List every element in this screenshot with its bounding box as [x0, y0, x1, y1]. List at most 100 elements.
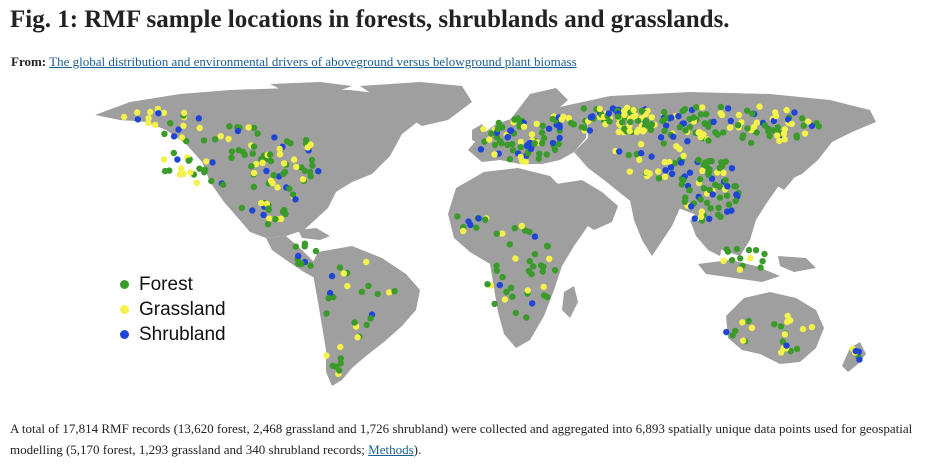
- sample-point-grassland: [661, 173, 669, 180]
- sample-point-shrubland: [249, 207, 256, 214]
- sample-point-grassland: [533, 120, 540, 128]
- sample-point-grassland: [187, 169, 194, 176]
- sample-point-forest: [723, 192, 731, 199]
- sample-point-grassland: [203, 158, 210, 165]
- sample-point-shrubland: [785, 116, 792, 123]
- sample-point-shrubland: [271, 134, 278, 141]
- legend-swatch-shrubland: [120, 330, 129, 339]
- sample-point-forest: [312, 247, 320, 255]
- sample-point-grassland: [520, 123, 528, 130]
- sample-point-shrubland: [727, 117, 734, 125]
- sample-point-forest: [676, 123, 683, 131]
- sample-point-shrubland: [728, 165, 736, 172]
- sample-point-forest: [799, 115, 806, 122]
- sample-point-forest: [779, 338, 786, 345]
- sample-point-forest: [337, 355, 344, 362]
- sample-point-forest: [749, 110, 756, 117]
- sample-point-forest: [509, 147, 517, 154]
- land-arabia: [556, 180, 618, 230]
- land-new-guinea: [778, 256, 816, 272]
- sample-point-grassland: [120, 113, 128, 121]
- sample-point-shrubland: [209, 159, 216, 166]
- sample-point-forest: [265, 206, 272, 214]
- sample-point-shrubland: [531, 233, 539, 240]
- sample-point-forest: [506, 156, 514, 163]
- sample-point-forest: [765, 128, 772, 135]
- sample-point-grassland: [160, 109, 167, 116]
- sample-point-shrubland: [556, 134, 563, 142]
- sample-point-forest: [697, 176, 704, 183]
- sample-point-forest: [679, 176, 687, 184]
- sample-point-forest: [270, 172, 277, 179]
- sample-point-grassland: [736, 266, 744, 273]
- sample-point-grassland: [299, 176, 307, 183]
- sample-point-grassland: [637, 141, 645, 148]
- sample-point-grassland: [217, 133, 224, 140]
- sample-point-shrubland: [234, 127, 242, 135]
- sample-point-shrubland: [728, 207, 735, 214]
- sample-point-shrubland: [527, 145, 535, 152]
- source-article-link[interactable]: The global distribution and environmenta…: [49, 54, 577, 69]
- sample-point-forest: [539, 122, 546, 130]
- sample-point-grassland: [781, 331, 789, 338]
- sample-point-grassland: [783, 106, 790, 114]
- sample-point-forest: [250, 183, 257, 191]
- sample-point-forest: [279, 208, 287, 215]
- sample-point-grassland: [661, 159, 668, 166]
- sample-point-forest: [615, 113, 622, 120]
- sample-point-grassland: [774, 132, 781, 139]
- sample-point-forest: [642, 117, 650, 125]
- sample-point-grassland: [259, 159, 266, 166]
- sample-point-forest: [627, 118, 634, 126]
- sample-point-forest: [745, 246, 753, 254]
- sample-point-grassland: [304, 144, 311, 151]
- sample-point-forest: [250, 143, 258, 150]
- sample-point-grassland: [780, 130, 788, 137]
- sample-point-grassland: [748, 324, 756, 331]
- sample-point-grassland: [646, 170, 653, 177]
- sample-point-forest: [201, 166, 209, 173]
- sample-point-grassland: [180, 109, 188, 117]
- sample-point-shrubland: [657, 134, 665, 141]
- sample-point-forest: [506, 241, 513, 248]
- sample-point-forest: [495, 119, 502, 127]
- sample-point-forest: [759, 258, 766, 265]
- land-caribbean: [298, 228, 330, 240]
- sample-point-forest: [717, 103, 725, 111]
- sample-point-forest: [484, 281, 491, 288]
- world-map: [90, 80, 880, 390]
- sample-point-forest: [733, 245, 741, 253]
- sample-point-forest: [494, 125, 501, 133]
- sample-point-forest: [540, 134, 548, 142]
- sample-point-forest: [712, 181, 719, 188]
- sample-point-grassland: [293, 163, 300, 171]
- sample-point-forest: [183, 137, 190, 145]
- sample-point-forest: [308, 156, 316, 164]
- sample-point-forest: [307, 262, 314, 269]
- legend-item-grassland: Grassland: [120, 297, 226, 322]
- sample-point-forest: [716, 194, 724, 201]
- sample-point-forest: [619, 119, 626, 126]
- sample-point-shrubland: [724, 183, 731, 190]
- sample-point-grassland: [727, 124, 734, 131]
- land-greenland: [360, 82, 472, 126]
- sample-point-forest: [281, 168, 289, 176]
- sample-point-shrubland: [549, 139, 557, 147]
- sample-point-grassland: [546, 255, 553, 262]
- sample-point-shrubland: [638, 150, 645, 157]
- sample-point-shrubland: [686, 169, 694, 176]
- sample-point-forest: [535, 155, 542, 162]
- sample-point-forest: [777, 323, 785, 330]
- sample-point-forest: [488, 130, 495, 137]
- sample-point-shrubland: [467, 221, 474, 229]
- sample-point-grassland: [735, 111, 743, 119]
- sample-point-forest: [647, 126, 655, 133]
- sample-point-forest: [745, 317, 752, 325]
- figure-source: From: The global distribution and enviro…: [11, 54, 577, 70]
- methods-link[interactable]: Methods: [368, 442, 414, 457]
- sample-point-shrubland: [326, 289, 334, 297]
- sample-point-grassland: [788, 120, 795, 127]
- sample-point-forest: [580, 105, 587, 112]
- sample-point-forest: [567, 119, 575, 127]
- caption-end: ).: [413, 442, 422, 457]
